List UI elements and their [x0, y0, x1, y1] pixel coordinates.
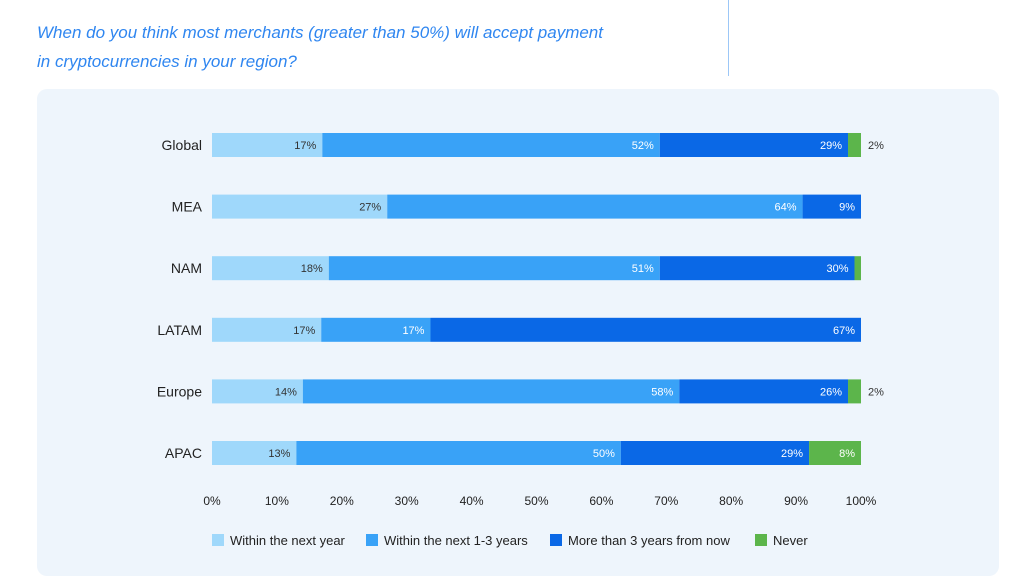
legend-swatch-3	[550, 534, 562, 546]
data-label-apac-1: 13%	[268, 448, 290, 460]
bar-segment-mea-3	[802, 194, 861, 219]
bar-segment-nam-4	[854, 256, 861, 281]
data-label-global-4: 2%	[868, 140, 884, 152]
category-label-nam: NAM	[171, 260, 202, 276]
data-label-global-2: 52%	[632, 140, 654, 152]
data-label-nam-3: 30%	[826, 263, 848, 275]
x-tick-label: 50%	[524, 494, 548, 508]
bar-segment-latam-2	[321, 317, 431, 342]
x-tick-label: 60%	[589, 494, 613, 508]
data-label-europe-4: 2%	[868, 386, 884, 398]
bar-segment-global-1	[212, 133, 323, 157]
category-label-mea: MEA	[172, 199, 203, 215]
data-label-latam-1: 17%	[293, 325, 315, 337]
question-line-2: in cryptocurrencies in your region?	[37, 52, 297, 71]
data-label-mea-1: 27%	[359, 202, 381, 214]
question-line-1: When do you think most merchants (greate…	[37, 23, 603, 42]
legend-label-1: Within the next year	[230, 533, 346, 548]
data-label-mea-3: 9%	[839, 202, 855, 214]
chart-question: When do you think most merchants (greate…	[37, 18, 697, 76]
data-label-nam-2: 51%	[632, 263, 654, 275]
legend-label-3: More than 3 years from now	[568, 533, 730, 548]
legend-label-4: Never	[773, 533, 808, 548]
category-label-global: Global	[162, 137, 202, 153]
bar-segment-europe-1	[212, 379, 303, 404]
category-label-latam: LATAM	[157, 322, 202, 338]
bar-segment-apac-4	[809, 441, 861, 465]
data-label-europe-2: 58%	[651, 386, 673, 398]
bar-segment-global-2	[322, 133, 660, 157]
bar-segment-europe-2	[302, 379, 680, 404]
bar-segment-europe-3	[679, 379, 849, 404]
bar-segment-global-3	[659, 133, 849, 157]
legend-swatch-1	[212, 534, 224, 546]
data-label-europe-3: 26%	[820, 386, 842, 398]
x-tick-label: 90%	[784, 494, 808, 508]
data-label-mea-2: 64%	[775, 202, 797, 214]
divider-line	[728, 0, 729, 76]
bar-segment-mea-1	[212, 194, 388, 219]
data-label-apac-2: 50%	[593, 448, 615, 460]
bar-segment-nam-3	[659, 256, 855, 281]
bar-segment-nam-1	[212, 256, 329, 281]
bar-segment-nam-2	[328, 256, 660, 281]
x-tick-label: 20%	[330, 494, 354, 508]
data-label-latam-2: 17%	[402, 325, 424, 337]
bar-segment-apac-2	[296, 441, 621, 465]
bar-segment-apac-3	[620, 441, 810, 465]
legend-label-2: Within the next 1-3 years	[384, 533, 528, 548]
x-tick-label: 30%	[395, 494, 419, 508]
x-tick-label: 70%	[654, 494, 678, 508]
bar-segment-latam-1	[212, 317, 322, 342]
category-label-apac: APAC	[165, 445, 202, 461]
bar-segment-mea-2	[387, 194, 803, 219]
data-label-apac-4: 8%	[839, 448, 855, 460]
bar-segment-latam-3	[430, 317, 861, 342]
bar-segment-global-4	[848, 133, 861, 157]
x-tick-label: 80%	[719, 494, 743, 508]
data-label-latam-3: 67%	[833, 325, 855, 337]
data-label-global-1: 17%	[294, 140, 316, 152]
legend-swatch-4	[755, 534, 767, 546]
x-tick-label: 10%	[265, 494, 289, 508]
category-label-europe: Europe	[157, 383, 202, 399]
bar-segment-europe-4	[848, 379, 861, 404]
data-label-global-3: 29%	[820, 140, 842, 152]
data-label-apac-3: 29%	[781, 448, 803, 460]
x-tick-label: 100%	[846, 494, 877, 508]
data-label-europe-1: 14%	[275, 386, 297, 398]
x-tick-label: 40%	[460, 494, 484, 508]
legend-swatch-2	[366, 534, 378, 546]
data-label-nam-1: 18%	[301, 263, 323, 275]
bar-segment-apac-1	[212, 441, 297, 465]
x-tick-label: 0%	[203, 494, 221, 508]
